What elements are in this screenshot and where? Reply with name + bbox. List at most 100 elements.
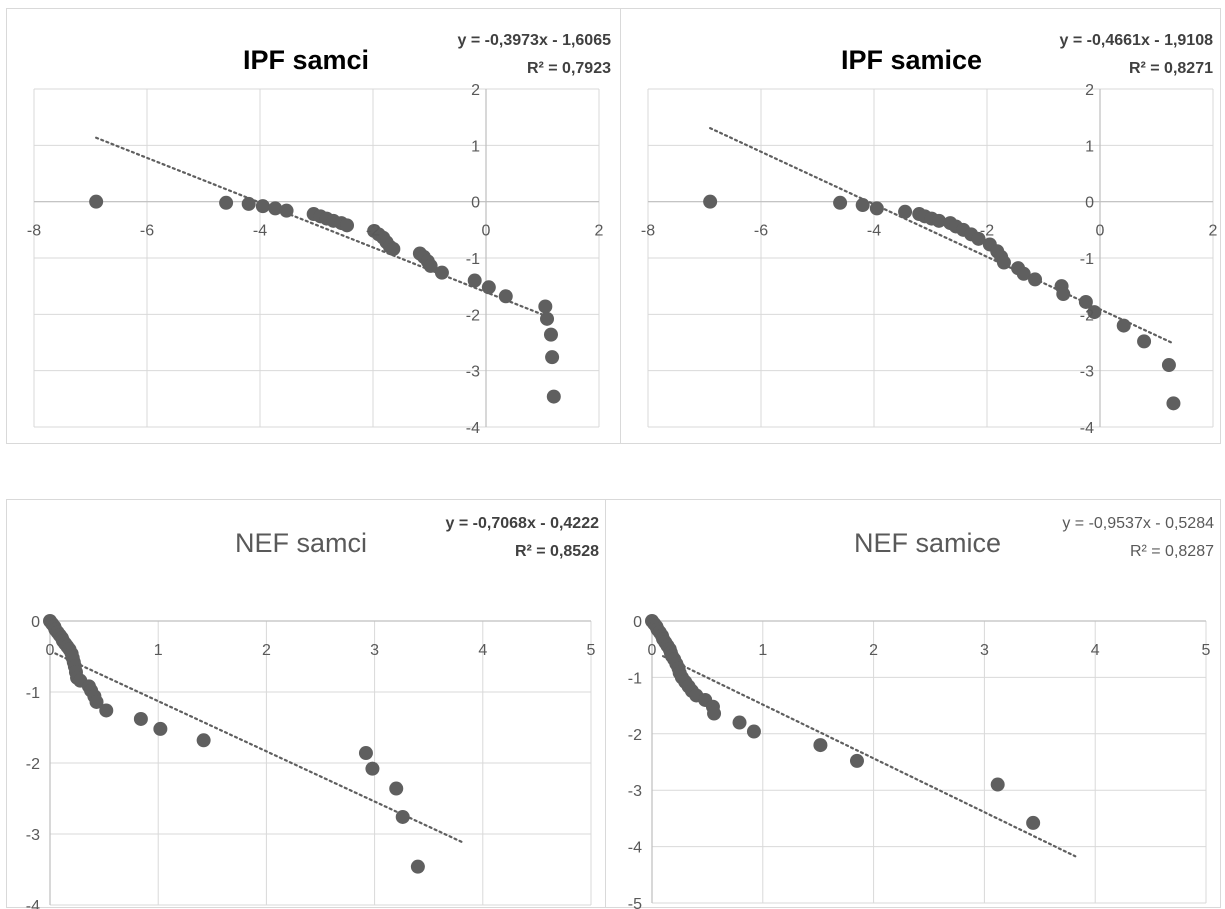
data-point: [931, 213, 946, 228]
data-point: [869, 201, 884, 216]
data-point: [545, 350, 560, 365]
data-point: [89, 694, 104, 709]
data-point: [241, 196, 256, 211]
data-point: [849, 753, 864, 768]
x-tick-label: -6: [754, 223, 768, 240]
data-point: [540, 311, 555, 326]
x-tick-label: 0: [1096, 223, 1105, 240]
y-tick-label: -4: [466, 420, 480, 437]
data-point: [279, 203, 294, 218]
x-tick-label: 2: [1209, 223, 1218, 240]
data-point: [543, 327, 558, 342]
y-tick-label: -3: [628, 783, 642, 800]
x-tick-label: 1: [758, 642, 767, 659]
data-point: [423, 258, 438, 273]
x-tick-label: 2: [595, 223, 604, 240]
y-tick-label: -1: [26, 685, 40, 702]
data-point: [410, 859, 425, 874]
y-tick-label: -4: [628, 840, 642, 857]
data-point: [990, 777, 1005, 792]
y-tick-label: 0: [471, 195, 480, 212]
r-squared-label: R² = 0,8271: [1129, 60, 1213, 77]
data-point: [538, 299, 553, 314]
data-point: [358, 746, 373, 761]
y-tick-label: -3: [26, 827, 40, 844]
y-tick-label: 0: [31, 614, 40, 631]
data-point: [395, 809, 410, 824]
x-tick-label: 3: [980, 642, 989, 659]
chart-panel-ipf-samice: -8 -6 -4 -2 0 2 -4 -3 -2 -1 0 1 2 IPF samice y = -0,…: [620, 8, 1221, 444]
x-tick-label: -4: [253, 223, 267, 240]
data-point: [1056, 287, 1071, 302]
x-tick-label: -4: [867, 223, 881, 240]
data-point: [1026, 815, 1041, 830]
data-point: [732, 715, 747, 730]
chart-panel-nef-samice: 0 1 2 3 4 5 -5 -4 -3 -2 -1 0 NEF samice y = -0,9537…: [605, 499, 1221, 909]
trendline-equation: y = -0,3973x - 1,6065: [458, 32, 612, 49]
y-tick-label: 0: [1085, 195, 1094, 212]
trendline-equation: y = -0,4661x - 1,9108: [1060, 32, 1214, 49]
y-tick-label: -4: [1080, 420, 1094, 437]
x-tick-label: 2: [262, 642, 271, 659]
data-point: [467, 273, 482, 288]
trendline-equation: y = -0,7068x - 0,4222: [446, 515, 600, 532]
y-tick-label: -3: [1080, 364, 1094, 381]
x-tick-label: 0: [648, 642, 657, 659]
data-point: [1161, 358, 1176, 373]
data-point: [833, 195, 848, 210]
data-point: [481, 280, 496, 295]
chart-nef-samice: 0 1 2 3 4 5 -5 -4 -3 -2 -1 0 NEF samice y = -0,9537…: [628, 515, 1214, 909]
y-tick-label: 0: [633, 614, 642, 631]
x-tick-label: 4: [478, 642, 487, 659]
data-point: [219, 195, 234, 210]
data-point: [1016, 266, 1031, 281]
data-point: [196, 733, 211, 748]
data-point: [1028, 272, 1043, 287]
data-point: [389, 781, 404, 796]
data-point: [1078, 294, 1093, 309]
x-tick-label: 2: [869, 642, 878, 659]
chart-nef-samci: 0 1 2 3 4 5 -4 -3 -2 -1 0 NEF samci y = -0,7068x -…: [26, 515, 600, 909]
data-point: [340, 218, 355, 233]
y-tick-label: -1: [466, 251, 480, 268]
data-point: [255, 199, 270, 214]
y-tick-label: -3: [466, 364, 480, 381]
x-tick-label: 1: [154, 642, 163, 659]
data-point: [703, 194, 718, 209]
chart-title: NEF samice: [854, 528, 1001, 558]
y-tick-label: -2: [628, 727, 642, 744]
data-point: [89, 194, 104, 209]
data-point: [1166, 396, 1181, 411]
data-point: [99, 703, 114, 718]
data-point: [813, 738, 828, 753]
x-tick-label: 5: [1202, 642, 1211, 659]
x-tick-label: -6: [140, 223, 154, 240]
r-squared-label: R² = 0,8287: [1130, 543, 1214, 560]
y-tick-label: 1: [1085, 138, 1094, 155]
y-tick-label: -2: [26, 756, 40, 773]
data-point: [498, 289, 513, 304]
data-point: [707, 706, 722, 721]
chart-title: NEF samci: [235, 528, 367, 558]
data-point: [1087, 305, 1102, 320]
data-point: [365, 761, 380, 776]
data-point: [746, 724, 761, 739]
x-tick-label: -2: [366, 223, 380, 240]
y-tick-label: -4: [26, 898, 40, 909]
trendline: [661, 655, 1077, 858]
trendline-equation: y = -0,9537x - 0,5284: [1062, 515, 1214, 532]
data-point: [971, 231, 986, 246]
data-point: [1116, 318, 1131, 333]
r-squared-label: R² = 0,8528: [515, 543, 599, 560]
chart-title: IPF samci: [243, 45, 369, 75]
data-point: [1137, 334, 1152, 349]
data-point: [996, 255, 1011, 270]
x-tick-label: -2: [980, 223, 994, 240]
y-tick-label: -1: [628, 670, 642, 687]
data-point: [546, 389, 561, 404]
x-tick-label: 5: [587, 642, 596, 659]
y-tick-label: -1: [1080, 251, 1094, 268]
x-tick-label: 0: [482, 223, 491, 240]
